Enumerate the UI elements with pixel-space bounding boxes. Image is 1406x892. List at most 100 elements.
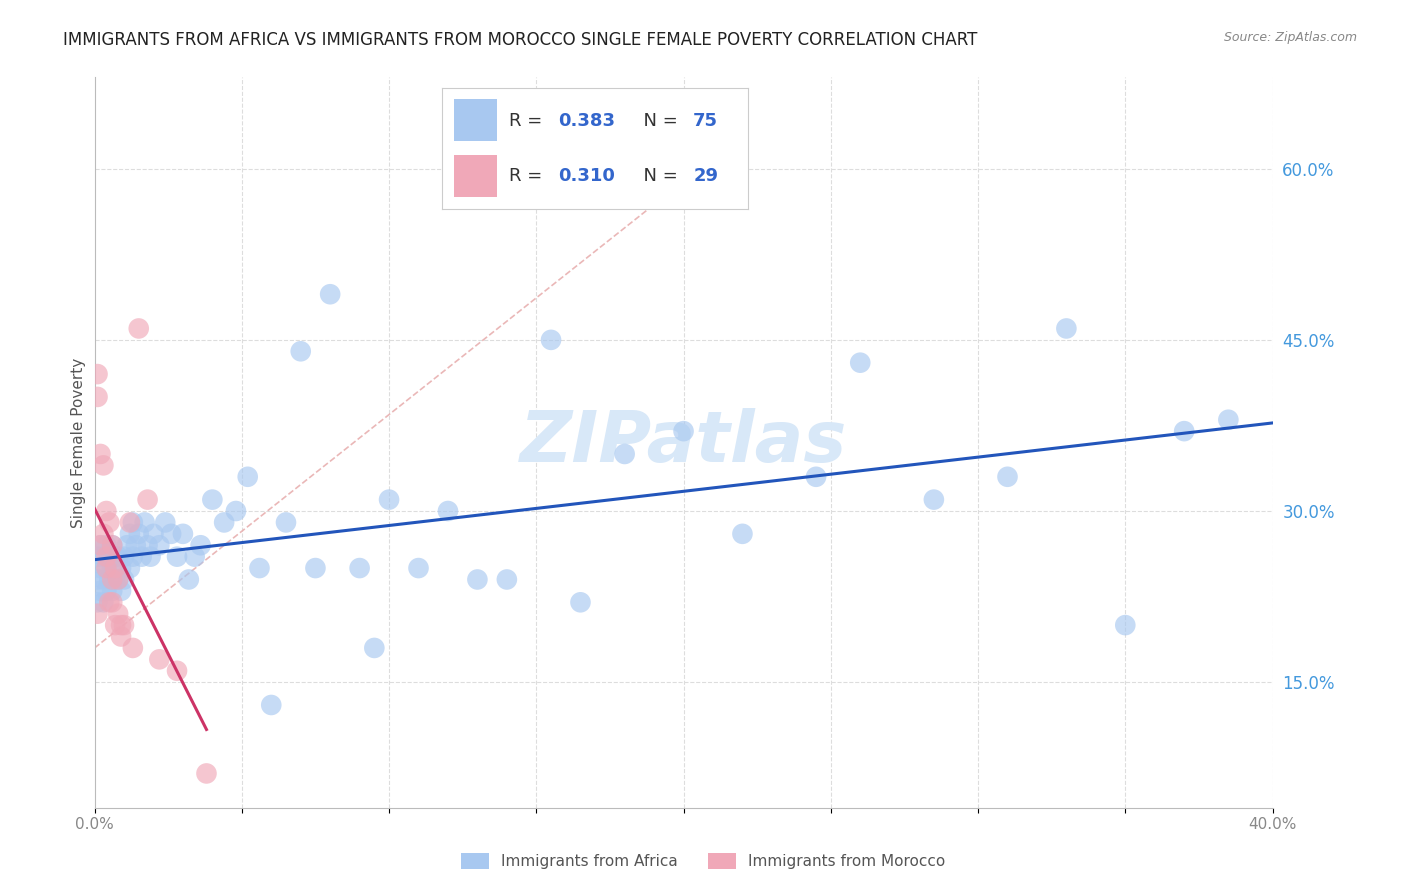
- Point: [101, 583, 124, 598]
- Point: [195, 766, 218, 780]
- Point: [304, 561, 326, 575]
- Point: [121, 549, 143, 564]
- Point: [249, 561, 271, 575]
- Point: [128, 321, 150, 335]
- Point: [166, 664, 188, 678]
- Point: [1218, 413, 1240, 427]
- Point: [148, 538, 170, 552]
- Point: [110, 583, 132, 598]
- Point: [349, 561, 371, 575]
- Point: [96, 561, 118, 575]
- Point: [107, 607, 129, 621]
- Point: [495, 573, 517, 587]
- Point: [104, 573, 127, 587]
- Point: [125, 538, 148, 552]
- Point: [86, 573, 108, 587]
- Point: [183, 549, 205, 564]
- Point: [155, 516, 177, 530]
- Point: [98, 549, 121, 564]
- Point: [922, 492, 945, 507]
- Point: [1054, 321, 1077, 335]
- Point: [236, 470, 259, 484]
- Point: [86, 607, 108, 621]
- Point: [212, 516, 235, 530]
- Point: [139, 549, 162, 564]
- Point: [160, 526, 183, 541]
- Point: [1173, 424, 1195, 438]
- Point: [104, 561, 127, 575]
- Point: [115, 538, 138, 552]
- Point: [93, 595, 115, 609]
- Point: [190, 538, 212, 552]
- Point: [98, 595, 121, 609]
- Point: [166, 549, 188, 564]
- Point: [731, 526, 754, 541]
- Point: [118, 561, 141, 575]
- Legend: Immigrants from Africa, Immigrants from Morocco: Immigrants from Africa, Immigrants from …: [456, 847, 950, 875]
- Point: [131, 549, 153, 564]
- Point: [89, 538, 111, 552]
- Point: [98, 573, 121, 587]
- Point: [540, 333, 562, 347]
- Point: [96, 583, 118, 598]
- Point: [118, 526, 141, 541]
- Point: [104, 618, 127, 632]
- Point: [89, 583, 111, 598]
- Point: [121, 516, 143, 530]
- Point: [142, 526, 165, 541]
- Point: [672, 424, 695, 438]
- Point: [177, 573, 200, 587]
- Point: [201, 492, 224, 507]
- Point: [118, 516, 141, 530]
- Point: [613, 447, 636, 461]
- Point: [804, 470, 827, 484]
- Point: [107, 573, 129, 587]
- Point: [89, 561, 111, 575]
- Point: [225, 504, 247, 518]
- Point: [101, 538, 124, 552]
- Point: [89, 538, 111, 552]
- Point: [86, 549, 108, 564]
- Point: [467, 573, 489, 587]
- Point: [136, 538, 159, 552]
- Point: [849, 356, 872, 370]
- Point: [96, 504, 118, 518]
- Point: [93, 549, 115, 564]
- Point: [110, 618, 132, 632]
- Point: [134, 516, 156, 530]
- Point: [148, 652, 170, 666]
- Point: [89, 447, 111, 461]
- Point: [128, 526, 150, 541]
- Point: [1114, 618, 1136, 632]
- Point: [112, 549, 135, 564]
- Point: [96, 538, 118, 552]
- Point: [104, 549, 127, 564]
- Point: [110, 630, 132, 644]
- Text: ZIPatlas: ZIPatlas: [520, 408, 848, 477]
- Point: [319, 287, 342, 301]
- Point: [107, 549, 129, 564]
- Point: [101, 595, 124, 609]
- Point: [112, 573, 135, 587]
- Point: [997, 470, 1019, 484]
- Point: [136, 492, 159, 507]
- Point: [437, 504, 460, 518]
- Point: [96, 561, 118, 575]
- Point: [93, 526, 115, 541]
- Point: [378, 492, 401, 507]
- Text: Source: ZipAtlas.com: Source: ZipAtlas.com: [1223, 31, 1357, 45]
- Point: [290, 344, 312, 359]
- Point: [86, 390, 108, 404]
- Point: [86, 367, 108, 381]
- Point: [569, 595, 592, 609]
- Point: [93, 573, 115, 587]
- Point: [121, 640, 143, 655]
- Y-axis label: Single Female Poverty: Single Female Poverty: [72, 358, 86, 528]
- Point: [260, 698, 283, 712]
- Text: IMMIGRANTS FROM AFRICA VS IMMIGRANTS FROM MOROCCO SINGLE FEMALE POVERTY CORRELAT: IMMIGRANTS FROM AFRICA VS IMMIGRANTS FRO…: [63, 31, 977, 49]
- Point: [96, 549, 118, 564]
- Point: [408, 561, 430, 575]
- Point: [101, 561, 124, 575]
- Point: [172, 526, 194, 541]
- Point: [101, 538, 124, 552]
